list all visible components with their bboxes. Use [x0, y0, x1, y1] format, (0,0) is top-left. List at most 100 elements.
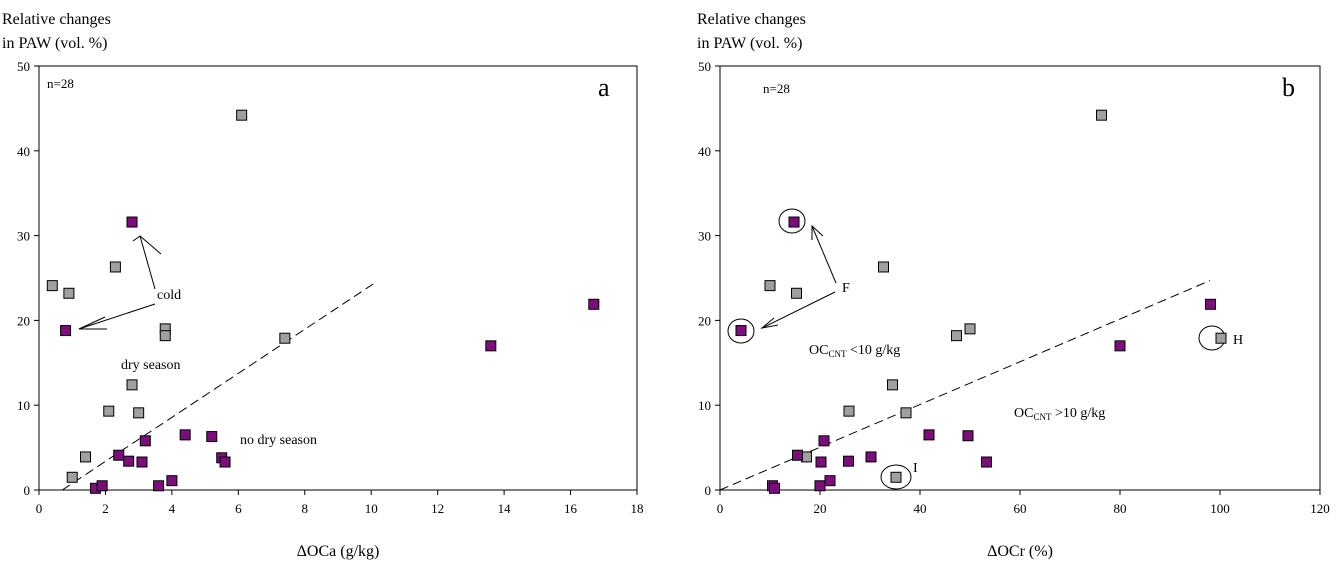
x-tick-label: 0 — [717, 501, 724, 516]
data-point-purple — [60, 325, 72, 337]
x-tick-label: 10 — [365, 501, 378, 516]
panel-letter: b — [1282, 73, 1295, 102]
x-tick-label: 120 — [1310, 501, 1330, 516]
sample-count-label: n=28 — [763, 81, 790, 96]
f-arrow-head-lower — [760, 317, 779, 329]
highlight-circle-i — [880, 464, 912, 490]
x-tick-label: 12 — [431, 501, 444, 516]
x-tick-label: 2 — [102, 501, 109, 516]
panel-b: Relative changes in PAW (vol. %) n=28 b … — [697, 11, 1330, 560]
annotation-h: H — [1233, 333, 1243, 348]
data-point-purple — [818, 435, 830, 447]
region-label-upper: OCCNT <10 g/kg — [809, 343, 900, 359]
x-tick-label: 20 — [814, 501, 827, 516]
sample-count-label: n=28 — [47, 76, 74, 91]
data-point-purple — [485, 340, 497, 352]
cold-arrow-head-upper — [132, 235, 162, 255]
data-point-purple — [139, 435, 151, 447]
data-point-grey — [133, 407, 145, 419]
annotation-i: I — [913, 461, 918, 476]
x-tick-label: 6 — [235, 501, 242, 516]
y-axis-label-line2: in PAW (vol. %) — [697, 35, 802, 52]
annotation-arrows — [760, 224, 837, 329]
data-point-purple — [123, 455, 135, 467]
highlight-circle-f-upper — [778, 208, 806, 234]
panel-a: Relative changes in PAW (vol. %) n=28 a … — [2, 11, 644, 560]
data-point-grey — [109, 261, 121, 273]
data-point-purple — [113, 449, 125, 461]
y-axis-label-line1: Relative changes — [697, 11, 806, 28]
data-point-purple — [814, 480, 826, 492]
x-tick-label: 60 — [1014, 501, 1027, 516]
data-point-grey — [126, 379, 138, 391]
x-tick-label: 14 — [498, 501, 512, 516]
data-point-grey — [764, 280, 776, 292]
y-tick-label: 30 — [698, 229, 711, 244]
y-axis-label-line2: in PAW (vol. %) — [2, 35, 107, 52]
x-tick-label: 0 — [36, 501, 43, 516]
highlight-circles — [727, 208, 1226, 490]
data-point-purple — [865, 451, 877, 463]
region-label-upper-rest: <10 g/kg — [846, 343, 900, 358]
data-point-grey — [236, 109, 248, 121]
data-point-grey — [843, 405, 855, 417]
f-arrow-shaft-lower — [761, 291, 836, 329]
x-tick-label: 40 — [914, 501, 927, 516]
y-tick-label: 10 — [698, 398, 711, 413]
data-point-purple — [824, 475, 836, 487]
data-point-purple — [769, 482, 780, 494]
y-tick-label: 50 — [698, 59, 711, 74]
annotation-arrows — [78, 235, 162, 330]
data-point-grey — [46, 280, 58, 292]
data-point-grey — [890, 471, 902, 483]
y-tick-label: 40 — [698, 144, 711, 159]
data-point-grey — [964, 323, 976, 335]
y-tick-label: 20 — [698, 313, 711, 328]
x-axis-label: ΔOCr (%) — [987, 543, 1053, 560]
region-label-lower-sub: CNT — [1033, 412, 1052, 422]
y-axis-label-line1: Relative changes — [2, 11, 111, 28]
annotation-f: F — [842, 281, 850, 296]
panel-letter: a — [598, 73, 610, 102]
x-axis-label: ΔOCa (g/kg) — [297, 543, 380, 560]
data-point-purple — [219, 456, 231, 468]
cold-arrow-shaft-upper — [139, 235, 156, 290]
cold-arrow-shaft-lower — [78, 303, 156, 330]
y-tick-label: 20 — [17, 313, 30, 328]
x-tick-label: 8 — [302, 501, 309, 516]
data-point-grey — [887, 379, 898, 391]
data-point-grey — [103, 405, 115, 417]
x-tick-label: 16 — [564, 501, 578, 516]
f-arrow-head-upper — [811, 224, 824, 240]
data-point-purple — [843, 455, 854, 467]
data-point-purple — [1205, 298, 1216, 310]
plot-frame — [38, 65, 638, 491]
y-tick-label: 40 — [17, 144, 30, 159]
data-point-purple — [206, 431, 218, 443]
plot-frame — [719, 65, 1321, 491]
y-tick-label: 30 — [17, 229, 30, 244]
y-tick-label: 0 — [705, 483, 712, 498]
data-point-purple — [96, 480, 108, 492]
data-point-purple — [815, 456, 827, 468]
annotation-cold: cold — [157, 288, 181, 303]
x-tick-label: 18 — [631, 501, 644, 516]
data-point-purple — [588, 298, 600, 310]
data-point-grey — [66, 471, 78, 483]
region-label-lower-rest: >10 g/kg — [1051, 406, 1105, 421]
y-tick-label: 0 — [24, 483, 31, 498]
data-point-grey — [279, 332, 291, 344]
highlight-circle-f-lower — [727, 318, 755, 344]
region-label-lower-main: OC — [1014, 406, 1033, 421]
data-point-grey — [1096, 109, 1107, 121]
x-tick-label: 100 — [1210, 501, 1230, 516]
region-label-lower: OCCNT >10 g/kg — [1014, 406, 1105, 422]
data-point-grey — [1215, 332, 1227, 344]
region-label-upper-sub: CNT — [828, 349, 847, 359]
data-point-purple — [136, 456, 148, 468]
data-point-purple — [1114, 340, 1126, 352]
region-label-upper-main: OC — [809, 343, 828, 358]
data-point-purple — [179, 429, 191, 441]
data-point-purple — [166, 475, 178, 487]
data-point-grey — [791, 287, 802, 299]
